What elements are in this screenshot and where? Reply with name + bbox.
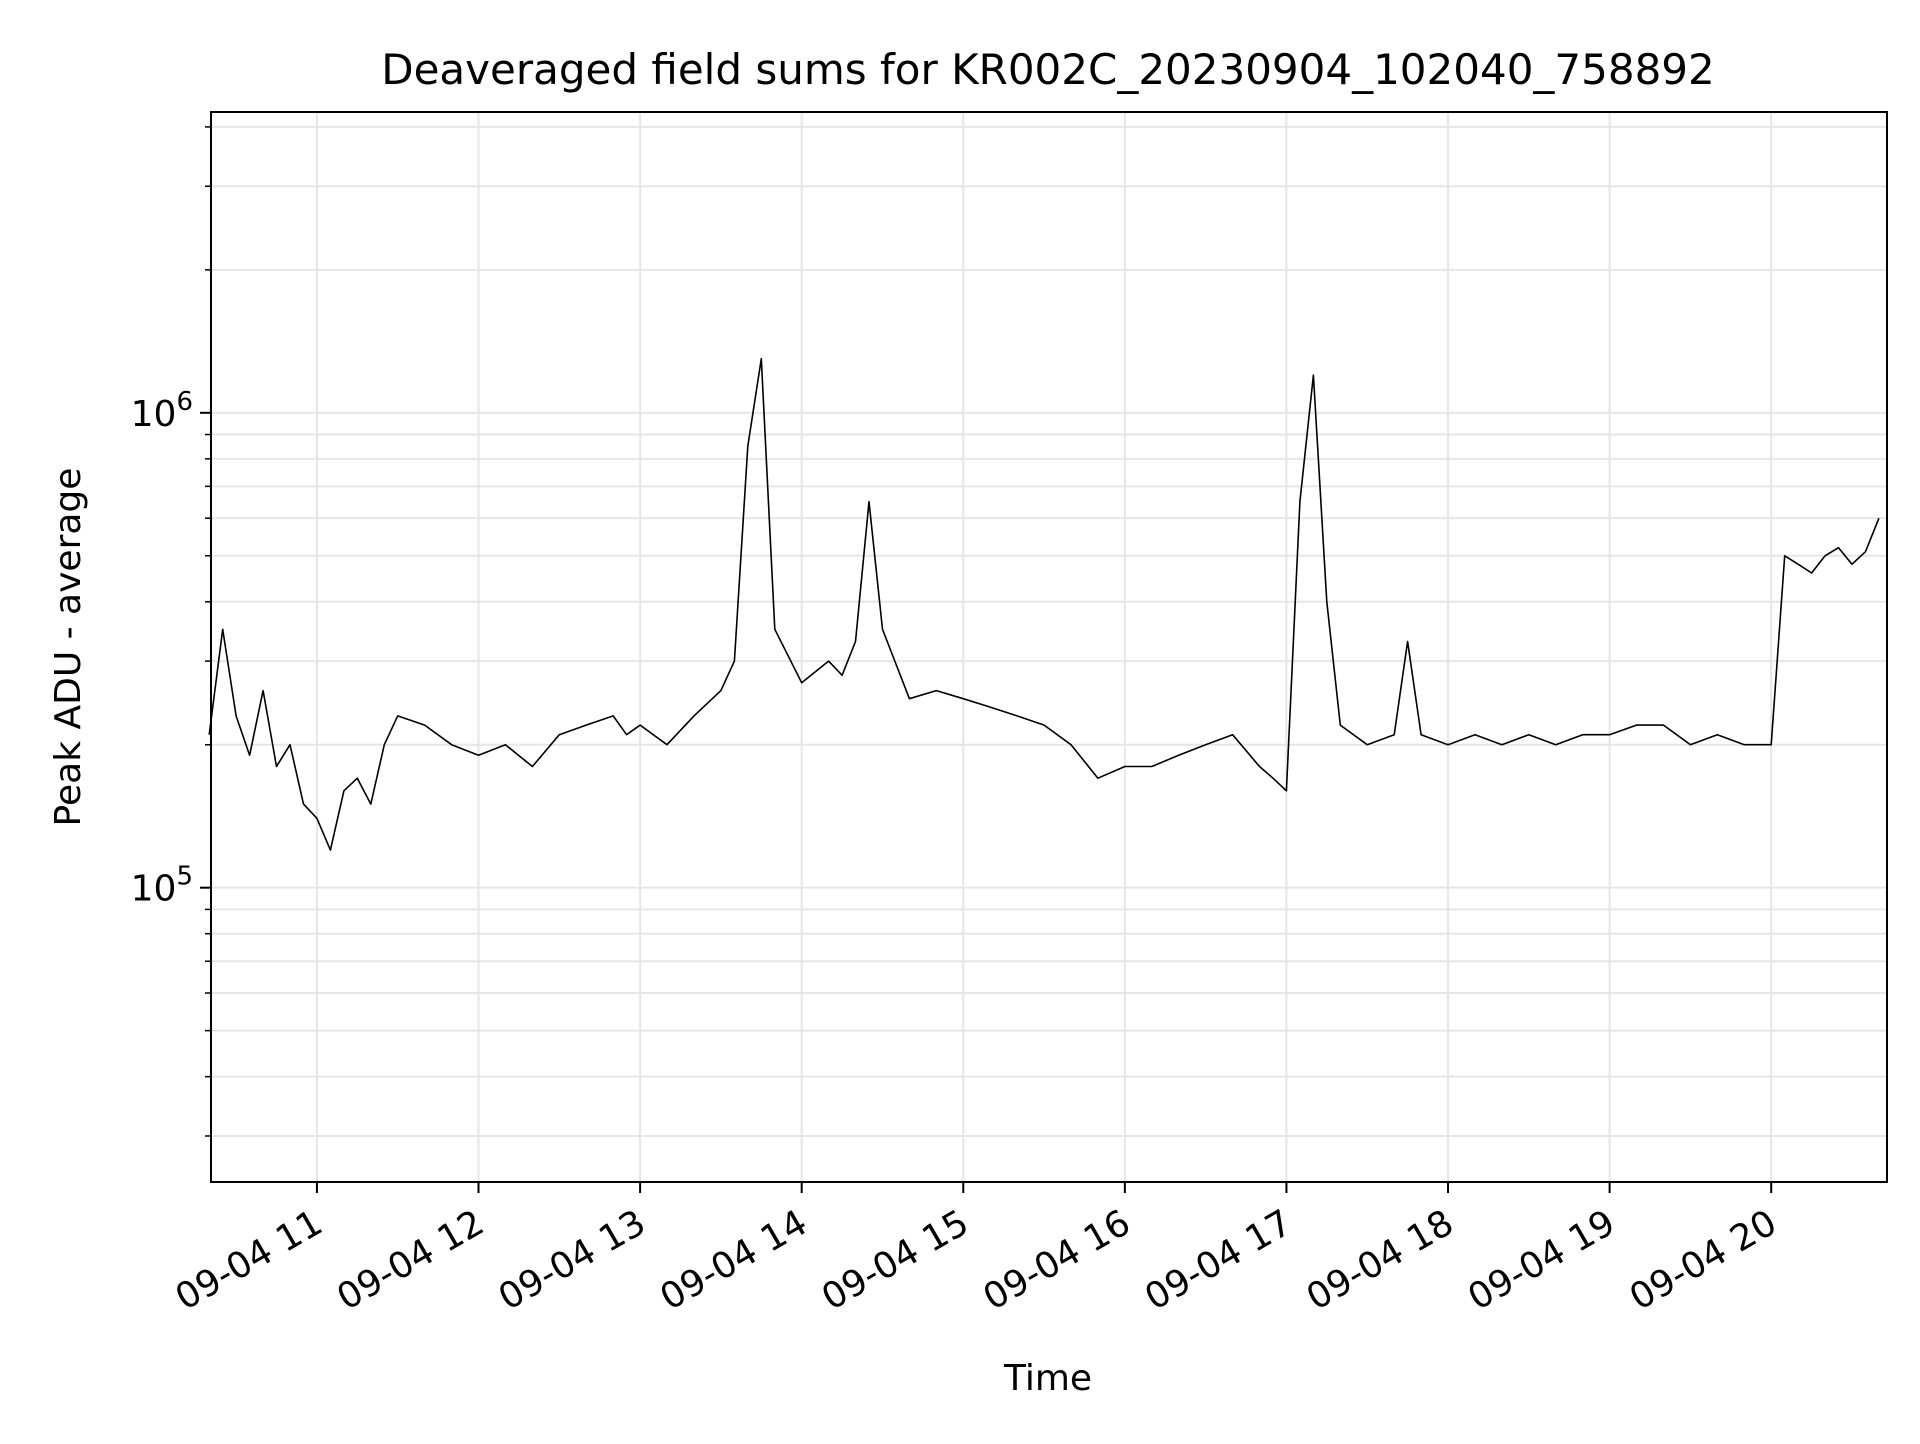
grid [211,112,1887,1182]
chart-title: Deaveraged field sums for KR002C_2023090… [381,45,1715,94]
y-tick-label: 106 [131,387,193,435]
plot-data [208,357,1880,851]
y-tick-base: 10 [131,869,177,910]
y-tick-label: 105 [131,862,193,910]
x-axis-label: Time [1003,1358,1092,1399]
y-tick-base: 10 [131,394,177,435]
series-line [208,357,1880,851]
y-tick-exponent: 6 [176,387,193,417]
plot-frame [210,111,1888,1183]
y-axis-label: Peak ADU - average [48,468,89,827]
y-tick-exponent: 5 [176,862,193,892]
